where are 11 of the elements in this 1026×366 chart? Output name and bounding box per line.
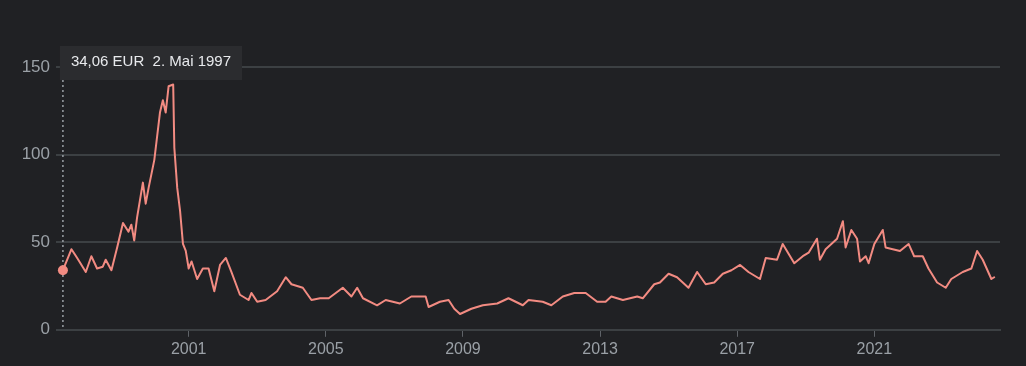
- x-tick-label: 2021: [856, 339, 893, 357]
- y-tick-label: 0: [40, 319, 50, 339]
- y-tick-label: 100: [21, 144, 50, 164]
- y-tick-label: 50: [31, 231, 50, 251]
- x-tick-label: 2009: [445, 339, 481, 357]
- x-tick-label: 2017: [719, 339, 756, 357]
- x-tick-label: 2005: [308, 339, 344, 357]
- y-tick-label: 150: [21, 56, 50, 76]
- x-tick-label: 2001: [170, 339, 207, 357]
- annotation: 34,06 EUR 2. Mai 1997: [70, 52, 231, 70]
- x-tick-label: 2013: [582, 339, 618, 357]
